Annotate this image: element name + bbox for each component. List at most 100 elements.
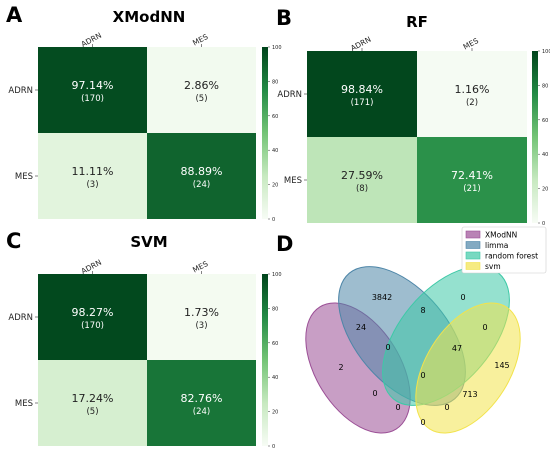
column-label: MES [191, 32, 210, 48]
venn-region-count: 0 [395, 403, 400, 412]
colorbar-tick-label: 80 [542, 83, 548, 89]
row-label: MES [15, 172, 33, 182]
panel-title-c: SVM [130, 233, 167, 251]
panel-letter-a: A [6, 3, 23, 27]
cell-count-label: (24) [193, 407, 210, 417]
cell-percent-label: 72.41% [451, 169, 493, 182]
legend-swatch [465, 241, 481, 249]
colorbar-tick-label: 60 [272, 114, 278, 120]
column-label: MES [191, 259, 210, 275]
cell-percent-label: 88.89% [181, 165, 223, 178]
panel-letter-d: D [276, 232, 293, 256]
venn-region-count: 0 [482, 323, 487, 332]
venn-region-count: 713 [462, 390, 477, 399]
colorbar-tick-label: 40 [272, 148, 278, 154]
column-label: ADRN [80, 31, 103, 49]
colorbar-tick-label: 0 [272, 444, 275, 450]
legend-label: svm [485, 262, 501, 271]
cell-percent-label: 98.84% [341, 83, 383, 96]
colorbar [262, 47, 268, 219]
venn-region-count: 0 [420, 371, 425, 380]
panel-title-a: XModNN [113, 8, 186, 26]
row-label: MES [284, 176, 302, 186]
venn-region-count: 3842 [372, 293, 392, 302]
colorbar-tick-label: 20 [272, 183, 278, 189]
heatmap-rf: 98.84% (171) 1.16% (2) 27.59% (8) 72.41% (21) AD… [277, 35, 550, 227]
row-label: MES [15, 399, 33, 409]
venn-region-count: 8 [420, 306, 425, 315]
colorbar-tick-label: 100 [272, 272, 282, 278]
colorbar-tick-label: 100 [542, 49, 550, 55]
heatmap-cell [147, 133, 256, 219]
colorbar [262, 274, 268, 446]
row-label: ADRN [8, 313, 33, 323]
heatmap-xmodnn: 97.14% (170) 2.86% (5) 11.11% (3) 88.89% (24) AD… [8, 31, 281, 223]
heatmap-cell [38, 274, 147, 360]
heatmap-cell [38, 47, 147, 133]
colorbar-tick-label: 0 [542, 221, 545, 227]
cell-count-label: (2) [466, 98, 478, 108]
heatmap-svm: 98.27% (170) 1.73% (3) 17.24% (5) 82.76% (24) AD… [8, 258, 281, 450]
panel-letter-c: C [6, 229, 21, 253]
venn-region-count: 0 [385, 343, 390, 352]
cell-percent-label: 11.11% [72, 165, 114, 178]
cell-percent-label: 1.73% [184, 306, 219, 319]
cell-count-label: (21) [463, 184, 480, 194]
cell-percent-label: 98.27% [72, 306, 114, 319]
cell-count-label: (24) [193, 180, 210, 190]
heatmap-cell [417, 51, 527, 137]
venn-region-count: 0 [372, 389, 377, 398]
panel-title-b: RF [406, 13, 428, 31]
row-label: ADRN [8, 86, 33, 96]
panel-letter-b: B [276, 6, 292, 30]
colorbar-tick-label: 60 [542, 118, 548, 124]
row-label: ADRN [277, 90, 302, 100]
colorbar-tick-label: 80 [272, 306, 278, 312]
column-label: ADRN [80, 258, 103, 276]
colorbar-tick-label: 20 [272, 410, 278, 416]
cell-count-label: (5) [86, 407, 98, 417]
colorbar-tick-label: 40 [542, 152, 548, 158]
venn-region-count: 47 [452, 344, 462, 353]
colorbar-tick-label: 0 [272, 217, 275, 223]
cell-count-label: (8) [356, 184, 368, 194]
heatmap-cell [147, 274, 256, 360]
cell-percent-label: 97.14% [72, 79, 114, 92]
legend-frame [461, 226, 547, 274]
cell-count-label: (3) [195, 321, 207, 331]
venn-region-count: 0 [420, 418, 425, 427]
colorbar-tick-label: 80 [272, 79, 278, 85]
colorbar-tick-label: 60 [272, 341, 278, 347]
cell-count-label: (5) [195, 94, 207, 104]
heatmap-cell [147, 360, 256, 446]
cell-count-label: (171) [351, 98, 374, 108]
venn-region-count: 0 [444, 403, 449, 412]
venn-region-count: 0 [460, 293, 465, 302]
colorbar-tick-label: 100 [272, 45, 282, 51]
cell-count-label: (3) [86, 180, 98, 190]
cell-percent-label: 27.59% [341, 169, 383, 182]
heatmap-cell [147, 47, 256, 133]
venn-set-svm [415, 302, 521, 434]
heatmap-cell [417, 137, 527, 223]
cell-percent-label: 2.86% [184, 79, 219, 92]
column-label: MES [462, 36, 481, 52]
colorbar [532, 51, 538, 223]
cell-percent-label: 17.24% [72, 392, 114, 405]
colorbar-tick-label: 40 [272, 375, 278, 381]
cell-count-label: (170) [81, 94, 104, 104]
legend-swatch [465, 251, 481, 260]
heatmap-cell [307, 51, 417, 137]
cell-percent-label: 82.76% [181, 392, 223, 405]
cell-count-label: (170) [81, 321, 104, 331]
venn-region-count: 24 [356, 323, 366, 332]
heatmap-cell [307, 137, 417, 223]
legend-swatch [465, 230, 481, 239]
legend-label: XModNN [485, 231, 517, 240]
cell-percent-label: 1.16% [455, 83, 490, 96]
heatmap-cell [38, 133, 147, 219]
legend-label: limma [485, 241, 508, 250]
